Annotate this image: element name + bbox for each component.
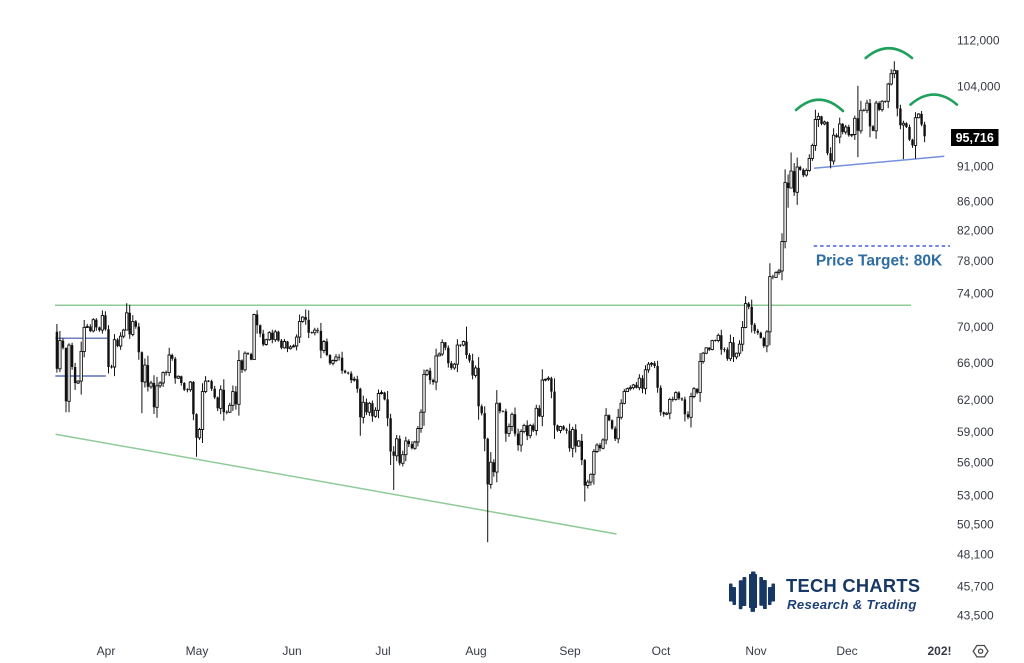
- svg-text:53,000: 53,000: [957, 489, 994, 503]
- svg-text:78,000: 78,000: [957, 254, 994, 268]
- svg-text:59,000: 59,000: [957, 425, 994, 439]
- svg-text:Apr: Apr: [97, 644, 116, 658]
- svg-text:74,000: 74,000: [957, 286, 994, 300]
- svg-text:43,500: 43,500: [957, 609, 994, 623]
- svg-text:Dec: Dec: [836, 644, 857, 658]
- svg-text:Sep: Sep: [559, 644, 581, 658]
- svg-text:May: May: [186, 644, 209, 658]
- svg-text:48,100: 48,100: [957, 548, 994, 562]
- svg-text:86,000: 86,000: [957, 194, 994, 208]
- svg-text:91,000: 91,000: [957, 159, 994, 173]
- svg-text:66,000: 66,000: [957, 356, 994, 370]
- svg-text:Jun: Jun: [282, 644, 301, 658]
- svg-text:112,000: 112,000: [957, 33, 1000, 47]
- svg-text:95,716: 95,716: [956, 131, 994, 145]
- svg-text:Price Target: 80K: Price Target: 80K: [816, 253, 943, 270]
- svg-text:70,000: 70,000: [957, 320, 994, 334]
- svg-text:TECH CHARTS: TECH CHARTS: [786, 575, 920, 596]
- svg-text:50,500: 50,500: [957, 518, 994, 532]
- svg-text:Aug: Aug: [465, 644, 486, 658]
- svg-text:Nov: Nov: [745, 644, 766, 658]
- svg-text:56,000: 56,000: [957, 456, 994, 470]
- svg-text:Oct: Oct: [652, 644, 671, 658]
- svg-text:202!: 202!: [927, 644, 951, 658]
- svg-text:104,000: 104,000: [957, 79, 1001, 93]
- svg-text:45,700: 45,700: [957, 579, 994, 593]
- svg-text:82,000: 82,000: [957, 223, 994, 237]
- svg-text:62,000: 62,000: [957, 393, 994, 407]
- svg-text:Jul: Jul: [375, 644, 390, 658]
- svg-text:Research & Trading: Research & Trading: [787, 597, 917, 612]
